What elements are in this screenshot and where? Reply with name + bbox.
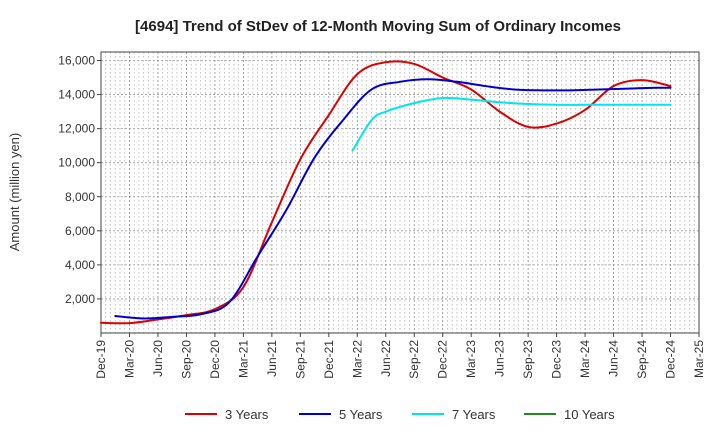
legend: 3 Years 5 Years 7 Years 10 Years bbox=[185, 407, 615, 422]
x-tick-label: Jun-24 bbox=[607, 340, 621, 377]
x-tick-label: Dec-19 bbox=[94, 340, 108, 379]
x-tick-label: Mar-25 bbox=[692, 340, 706, 378]
x-tick-label: Dec-20 bbox=[208, 340, 222, 379]
y-tick-label: 4,000 bbox=[65, 258, 95, 272]
x-tick-label: Dec-23 bbox=[550, 340, 564, 379]
x-tick-label: Dec-22 bbox=[436, 340, 450, 379]
x-tick-label: Mar-20 bbox=[122, 340, 136, 378]
legend-label-7-years: 7 Years bbox=[452, 407, 496, 422]
x-tick-label: Sep-24 bbox=[635, 340, 649, 379]
y-tick-label: 6,000 bbox=[65, 224, 95, 238]
y-tick-label: 14,000 bbox=[58, 88, 95, 102]
y-tick-label: 10,000 bbox=[58, 156, 95, 170]
series-line-3-years bbox=[100, 60, 672, 325]
grid bbox=[101, 52, 699, 333]
series-group bbox=[100, 60, 672, 325]
x-tick-label: Mar-22 bbox=[350, 340, 364, 378]
series-line-7-years bbox=[351, 96, 672, 152]
plot-frame bbox=[100, 51, 700, 334]
x-tick-label: Dec-21 bbox=[322, 340, 336, 379]
y-tick-label: 2,000 bbox=[65, 292, 95, 306]
x-tick-label: Sep-23 bbox=[521, 340, 535, 379]
y-axis: 2,000 4,000 6,000 8,000 10,000 12,000 14,000 16… bbox=[58, 54, 101, 306]
x-tick-label: Sep-20 bbox=[179, 340, 193, 379]
y-axis-label: Amount (million yen) bbox=[7, 133, 22, 252]
x-tick-label: Sep-21 bbox=[293, 340, 307, 379]
x-tick-label: Sep-22 bbox=[407, 340, 421, 379]
x-tick-label: Mar-24 bbox=[578, 340, 592, 378]
x-tick-label: Jun-22 bbox=[379, 340, 393, 377]
y-tick-label: 12,000 bbox=[58, 122, 95, 136]
legend-label-10-years: 10 Years bbox=[564, 407, 615, 422]
x-tick-label: Jun-20 bbox=[151, 340, 165, 377]
legend-label-3-years: 3 Years bbox=[225, 407, 269, 422]
x-axis: Dec-19 Mar-20 Jun-20 Sep-20 Dec-20 Mar-21 Jun-… bbox=[94, 333, 706, 379]
x-tick-label: Mar-23 bbox=[464, 340, 478, 378]
x-tick-label: Jun-21 bbox=[265, 340, 279, 377]
x-tick-label: Dec-24 bbox=[664, 340, 678, 379]
x-tick-label: Mar-21 bbox=[236, 340, 250, 378]
chart-title: [4694] Trend of StDev of 12-Month Moving… bbox=[135, 18, 621, 35]
y-tick-label: 8,000 bbox=[65, 190, 95, 204]
legend-label-5-years: 5 Years bbox=[339, 407, 383, 422]
x-tick-label: Jun-23 bbox=[493, 340, 507, 377]
series-line-5-years bbox=[114, 78, 672, 320]
y-tick-label: 16,000 bbox=[58, 54, 95, 68]
